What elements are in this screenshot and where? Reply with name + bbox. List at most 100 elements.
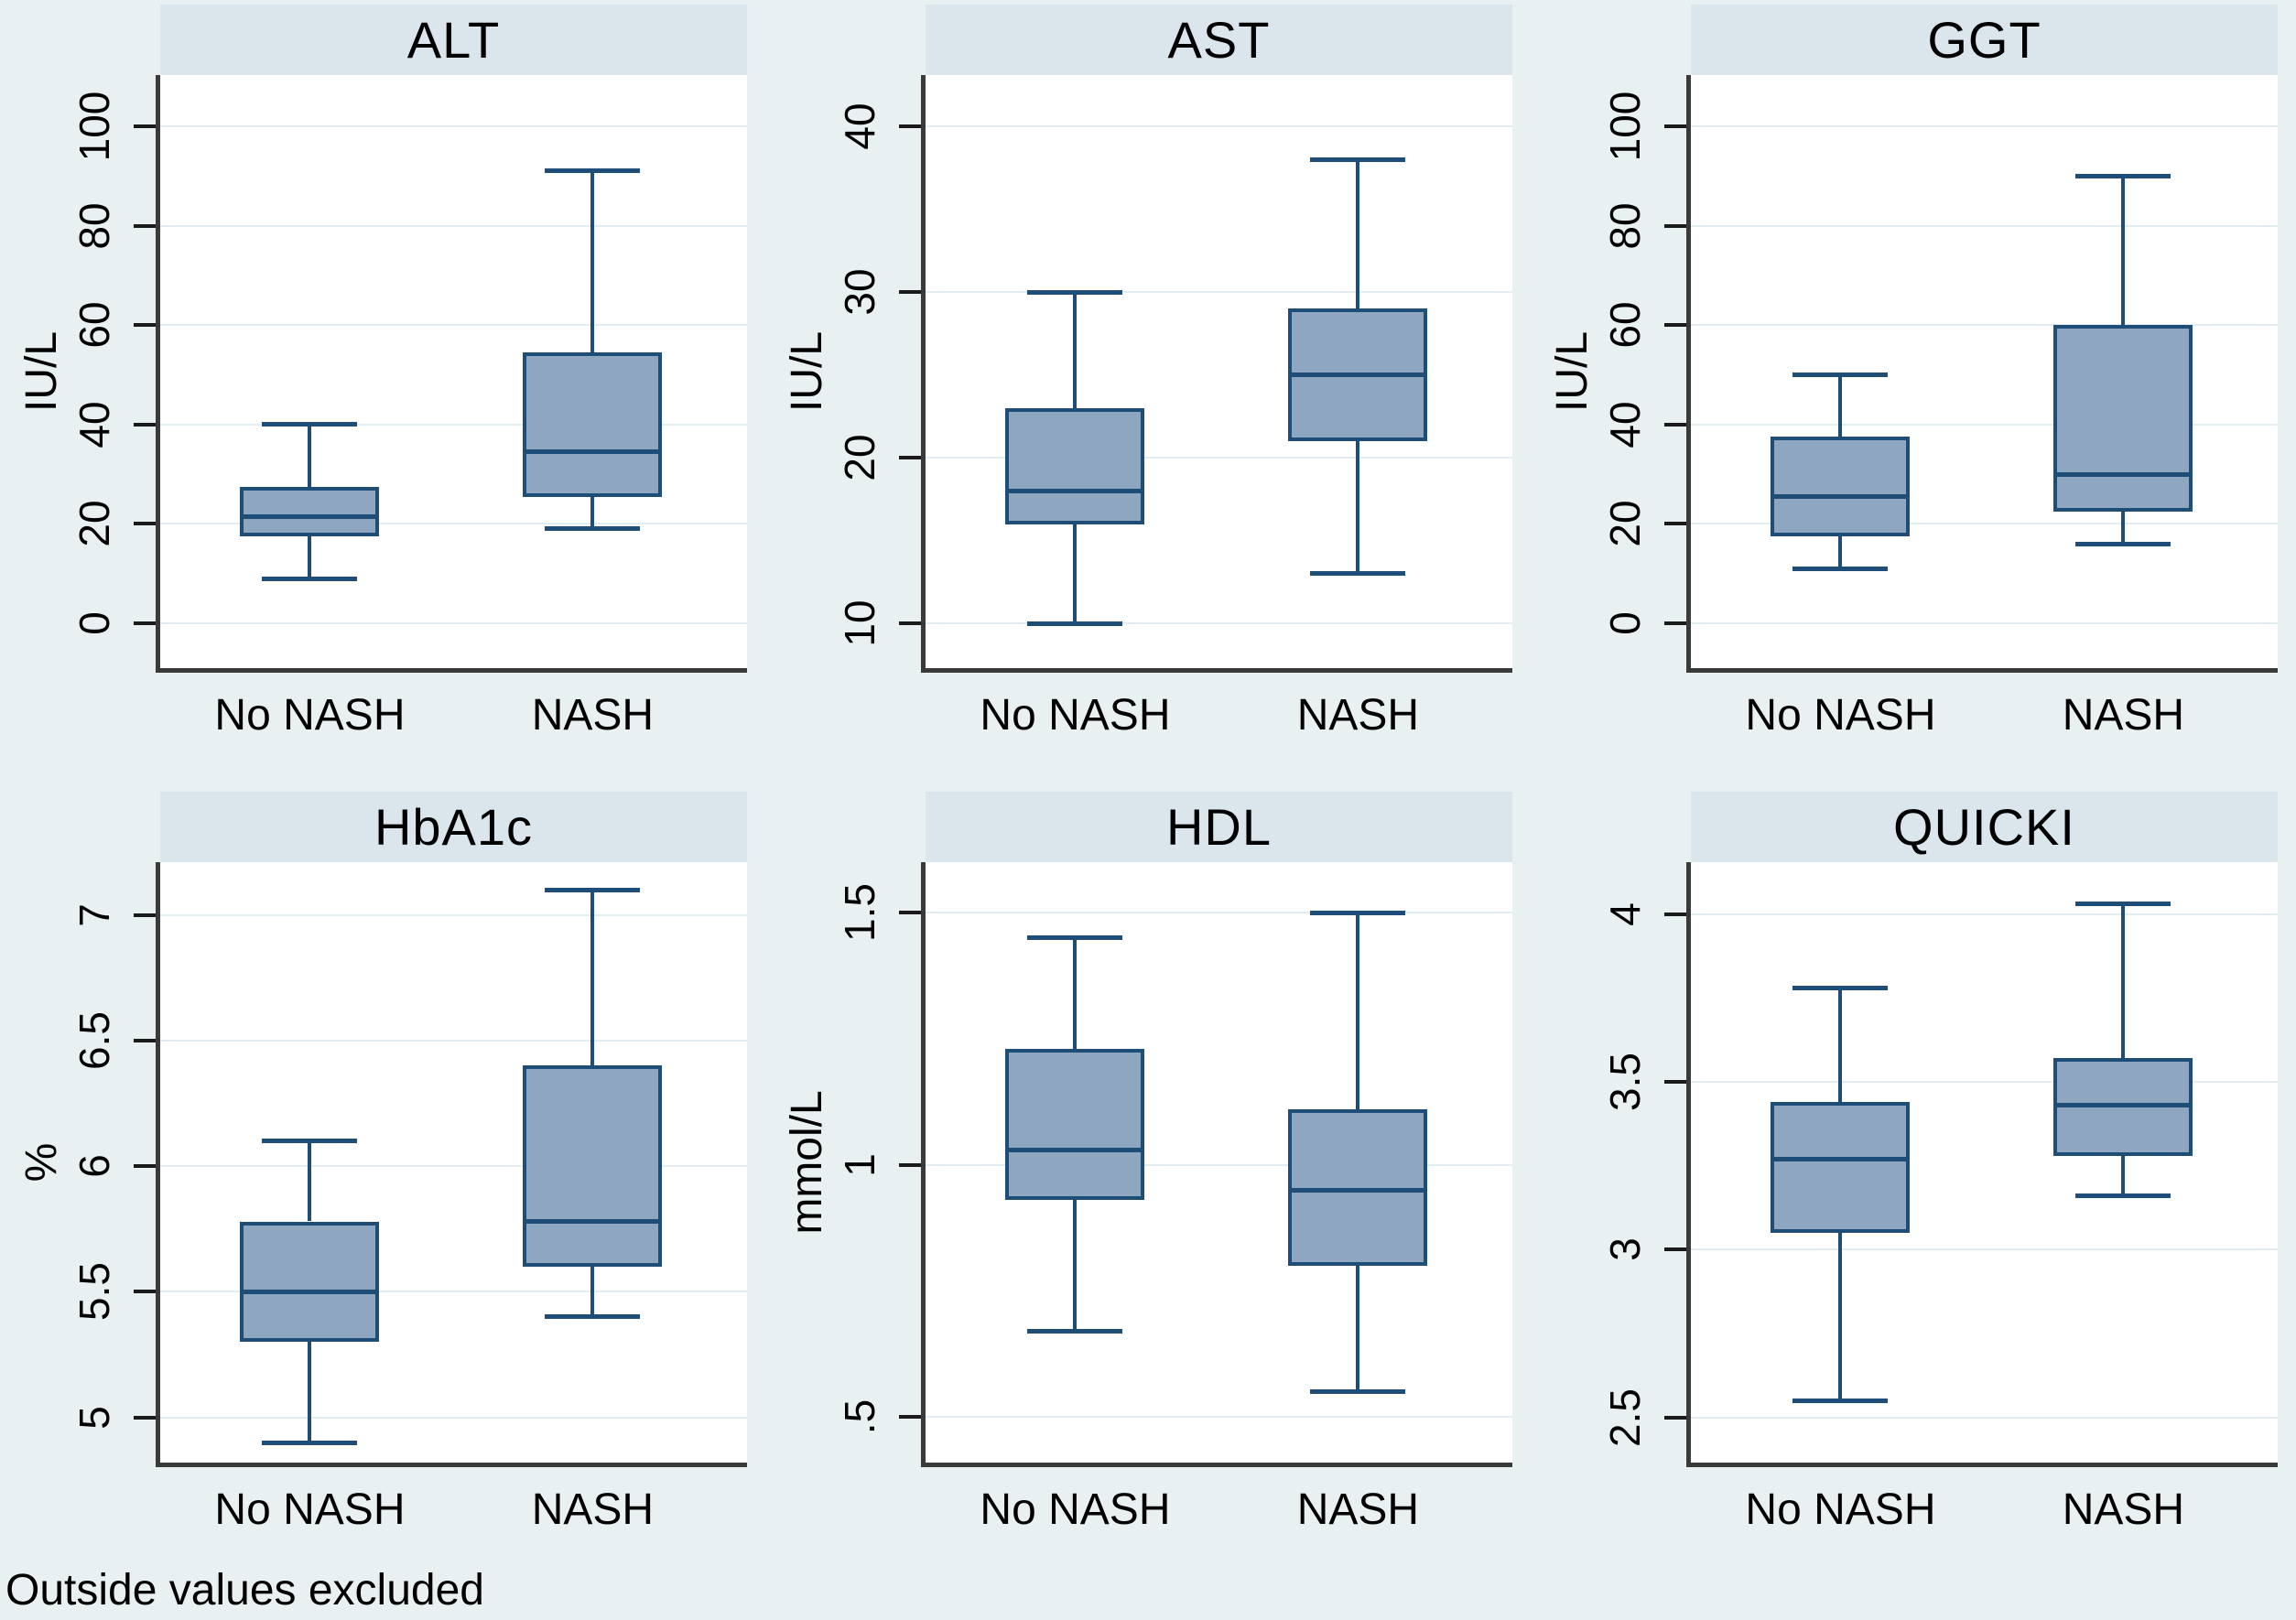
y-tick (899, 911, 921, 915)
y-gridline (1691, 1416, 2278, 1419)
y-gridline (160, 1165, 747, 1168)
y-tick-label: 1 (836, 1152, 883, 1177)
whisker-lower-no-nash (1073, 1200, 1078, 1332)
whisker-cap-lower-no-nash (1027, 621, 1123, 626)
y-gridline (926, 291, 1512, 294)
y-tick (1664, 422, 1686, 427)
x-axis-line (921, 668, 1512, 673)
y-tick (134, 323, 156, 328)
y-tick-label: 6.5 (70, 1010, 118, 1070)
panel-title: HbA1c (374, 798, 534, 856)
x-axis-line (1686, 1463, 2278, 1467)
y-tick (899, 1415, 921, 1420)
whisker-cap-upper-nash (545, 168, 641, 174)
y-tick (134, 522, 156, 526)
iqr-box-nash (1288, 1109, 1428, 1266)
y-tick-label: 5 (70, 1405, 118, 1430)
y-tick (899, 290, 921, 295)
whisker-lower-nash (590, 1266, 595, 1317)
panel-title-band: ALT (160, 5, 747, 75)
y-tick (134, 124, 156, 128)
whisker-upper-no-nash (1073, 937, 1078, 1049)
x-label-nash: NASH (1296, 691, 1420, 740)
panel-hdl: HDL .5 1 1.5 mmol/L No NASH NASH (765, 787, 1531, 1620)
iqr-box-no-nash (1005, 407, 1145, 524)
iqr-box-no-nash (240, 486, 380, 537)
whisker-lower-no-nash (1838, 536, 1843, 569)
y-tick (1664, 1080, 1686, 1085)
panel-quicki: QUICKI 2.5 3 3.5 4 No NASH NASH (1531, 787, 2296, 1620)
y-gridline (160, 622, 747, 625)
x-label-nash: NASH (531, 691, 655, 740)
whisker-upper-nash (2121, 903, 2126, 1059)
y-tick-label: 5.5 (70, 1262, 118, 1322)
y-tick-label: 100 (1601, 91, 1649, 162)
y-tick (899, 621, 921, 626)
whisker-lower-nash (1356, 441, 1360, 574)
y-axis-unit-label: % (17, 1142, 66, 1183)
panel-title-band: HDL (926, 792, 1512, 862)
y-tick-label: 40 (1601, 401, 1649, 448)
y-gridline (926, 1416, 1512, 1419)
y-tick-label: 20 (836, 434, 883, 481)
x-axis-line (156, 1463, 747, 1467)
y-tick (1664, 124, 1686, 128)
median-line-no-nash (1774, 1156, 1907, 1161)
y-tick (1664, 1415, 1686, 1420)
median-line-nash (2057, 471, 2190, 477)
whisker-cap-lower-no-nash (1792, 566, 1889, 571)
y-axis-line (921, 75, 926, 673)
x-label-nash: NASH (1296, 1485, 1420, 1534)
median-line-no-nash (244, 1289, 376, 1294)
y-tick-label: 10 (836, 599, 883, 647)
y-tick (1664, 522, 1686, 526)
y-gridline (160, 1416, 747, 1419)
whisker-upper-nash (1356, 159, 1360, 309)
median-line-nash (1292, 373, 1424, 378)
panel-ggt: GGT 0 20 40 60 80 100 IU/L No NASH NASH (1531, 0, 2296, 787)
y-gridline (1691, 1081, 2278, 1084)
y-gridline (1691, 423, 2278, 426)
whisker-cap-lower-nash (2075, 541, 2171, 546)
whisker-upper-nash (1356, 913, 1360, 1110)
y-axis-line (156, 862, 160, 1467)
y-gridline (926, 457, 1512, 459)
whisker-lower-nash (1356, 1266, 1360, 1392)
y-tick-label: 60 (1601, 301, 1649, 349)
whisker-cap-lower-no-nash (262, 1440, 358, 1445)
y-gridline (160, 913, 747, 916)
whisker-lower-nash (590, 496, 595, 529)
y-axis-line (921, 862, 926, 1467)
y-tick-label: 80 (70, 201, 118, 250)
y-axis-unit-label: mmol/L (783, 1090, 831, 1235)
x-label-nash: NASH (531, 1485, 655, 1534)
note-outside-values: Outside values excluded (5, 1566, 484, 1615)
x-axis-line (921, 1463, 1512, 1467)
whisker-cap-upper-no-nash (1792, 373, 1889, 378)
iqr-box-nash (523, 352, 663, 497)
median-line-nash (526, 1219, 659, 1224)
whisker-lower-nash (2121, 511, 2126, 545)
y-tick (1664, 323, 1686, 328)
x-label-no-nash: No NASH (980, 1485, 1171, 1534)
panel-alt: ALT 0 20 40 60 80 100 IU/L No NASH NASH (0, 0, 765, 787)
y-tick-label: 1.5 (836, 883, 883, 943)
whisker-upper-no-nash (1838, 988, 1843, 1103)
y-gridline (1691, 913, 2278, 915)
y-gridline (160, 1039, 747, 1042)
y-tick-label: 6 (70, 1154, 118, 1178)
y-tick-label: 0 (1601, 611, 1649, 635)
whisker-cap-lower-nash (2075, 1193, 2171, 1199)
median-line-no-nash (1774, 494, 1907, 500)
median-line-nash (526, 449, 659, 455)
y-tick-label: 0 (70, 611, 118, 635)
x-label-no-nash: No NASH (1745, 1485, 1936, 1534)
whisker-upper-nash (2121, 176, 2126, 326)
panel-title-band: QUICKI (1691, 792, 2278, 862)
y-tick (134, 621, 156, 626)
whisker-cap-upper-no-nash (1792, 985, 1889, 990)
y-tick (899, 124, 921, 129)
y-gridline (926, 912, 1512, 914)
whisker-upper-no-nash (1838, 374, 1843, 437)
whisker-lower-nash (2121, 1155, 2126, 1196)
